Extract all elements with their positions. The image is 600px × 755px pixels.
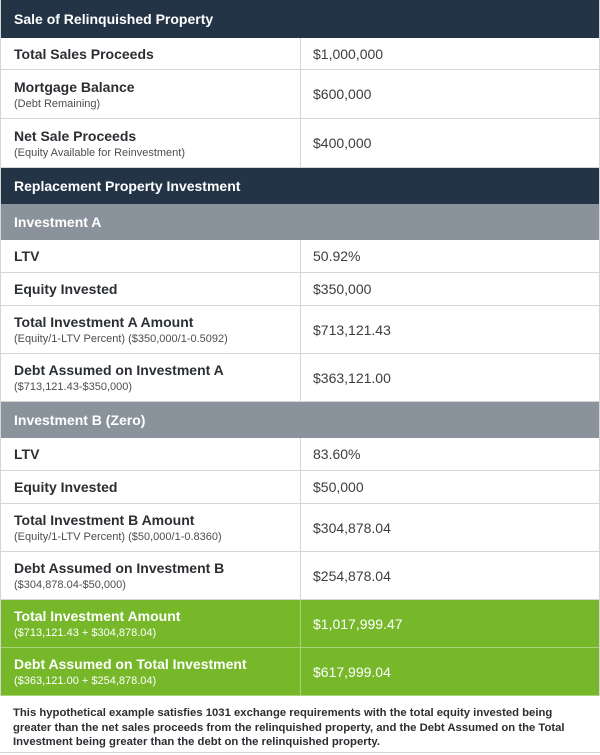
row-value: 83.60%: [313, 446, 361, 462]
row-value: $304,878.04: [313, 519, 391, 536]
row-note: ($713,121.43 + $304,878.04): [14, 627, 157, 639]
row-value: $1,000,000: [313, 45, 384, 62]
table-row-equity-invested: Equity Invested $50,000: [1, 471, 599, 504]
table-row-equity-invested: Equity Invested $350,000: [1, 273, 599, 306]
table-row-ltv: LTV 50.92%: [1, 240, 599, 273]
row-label: Total Investment A Amount: [14, 314, 194, 330]
row-label: LTV: [14, 248, 40, 264]
row-label: Net Sale Proceeds: [14, 127, 137, 144]
section-header-replacement-property-investment: Replacement Property Investment: [1, 168, 599, 204]
row-value: $1,017,999.47: [313, 615, 403, 632]
row-label: Equity Invested: [14, 281, 118, 297]
row-label: Total Investment Amount: [14, 608, 181, 624]
row-label: Debt Assumed on Investment A: [14, 362, 224, 378]
row-value: $254,878.04: [313, 567, 391, 584]
row-label-cell: Debt Assumed on Total Investment ($363,12…: [1, 648, 301, 695]
row-label-cell: Equity Invested: [1, 471, 301, 503]
row-note: ($713,121.43-$350,000): [14, 381, 133, 393]
row-value: $617,999.04: [313, 663, 391, 680]
subsection-header-investment-a: Investment A: [1, 204, 599, 240]
row-label: Total Investment B Amount: [14, 512, 195, 528]
row-value: $363,121.00: [313, 369, 391, 386]
row-label: Debt Assumed on Investment B: [14, 560, 225, 576]
table-row-debt-assumed-on-total-investment: Debt Assumed on Total Investment ($363,12…: [1, 648, 599, 696]
row-label-cell: LTV: [1, 240, 301, 272]
row-value: 50.92%: [313, 248, 361, 264]
row-note: ($304,878.04-$50,000): [14, 579, 126, 591]
table-row-debt-assumed-on-investment-b: Debt Assumed on Investment B ($304,878.04…: [1, 552, 599, 600]
row-note: (Equity/1-LTV Percent) ($50,000/1-0.8360…: [14, 531, 222, 543]
row-label-cell: LTV: [1, 438, 301, 470]
row-label: Equity Invested: [14, 479, 118, 495]
row-label: Debt Assumed on Total Investment: [14, 656, 247, 672]
row-value: $713,121.43: [313, 321, 391, 338]
table-row-net-sale-proceeds: Net Sale Proceeds (Equity Available for R…: [1, 119, 599, 168]
row-note: (Equity Available for Reinvestment): [14, 146, 185, 159]
row-label-cell: Total Investment A Amount (Equity/1-LTV P…: [1, 306, 301, 353]
row-label-cell: Net Sale Proceeds (Equity Available for R…: [1, 119, 301, 167]
row-note: ($363,121.00 + $254,878.04): [14, 675, 157, 687]
table-row-mortgage-balance: Mortgage Balance (Debt Remaining) $600,000: [1, 70, 599, 119]
row-label-cell: Debt Assumed on Investment B ($304,878.04…: [1, 552, 301, 599]
section-header-sale-of-relinquished-property: Sale of Relinquished Property: [1, 0, 599, 38]
table-row-debt-assumed-on-investment-a: Debt Assumed on Investment A ($713,121.43…: [1, 354, 599, 402]
table-row-total-sales-proceeds: Total Sales Proceeds $1,000,000: [1, 38, 599, 70]
row-label-cell: Equity Invested: [1, 273, 301, 305]
table-row-total-investment-amount: Total Investment Amount ($713,121.43 + $3…: [1, 600, 599, 648]
row-label-cell: Mortgage Balance (Debt Remaining): [1, 70, 301, 118]
row-label: Total Sales Proceeds: [14, 45, 154, 62]
row-value: $400,000: [313, 135, 372, 151]
subsection-header-investment-b-zero: Investment B (Zero): [1, 402, 599, 438]
table-row-total-investment-b-amount: Total Investment B Amount (Equity/1-LTV P…: [1, 504, 599, 552]
row-value: $50,000: [313, 479, 364, 495]
row-label-cell: Total Investment B Amount (Equity/1-LTV P…: [1, 504, 301, 551]
row-value: $600,000: [313, 86, 372, 102]
row-label-cell: Total Investment Amount ($713,121.43 + $3…: [1, 600, 301, 647]
row-note: (Debt Remaining): [14, 97, 101, 110]
row-note: (Equity/1-LTV Percent) ($350,000/1-0.509…: [14, 333, 228, 345]
row-label-cell: Total Sales Proceeds: [1, 38, 301, 69]
exchange-table: Sale of Relinquished Property Total Sales…: [0, 0, 600, 696]
table-row-total-investment-a-amount: Total Investment A Amount (Equity/1-LTV P…: [1, 306, 599, 354]
row-value: $350,000: [313, 281, 372, 297]
table-row-ltv: LTV 83.60%: [1, 438, 599, 471]
row-label: LTV: [14, 446, 40, 462]
row-label-cell: Debt Assumed on Investment A ($713,121.43…: [1, 354, 301, 401]
row-label: Mortgage Balance: [14, 78, 135, 95]
footnote: This hypothetical example satisfies 1031…: [0, 696, 600, 753]
